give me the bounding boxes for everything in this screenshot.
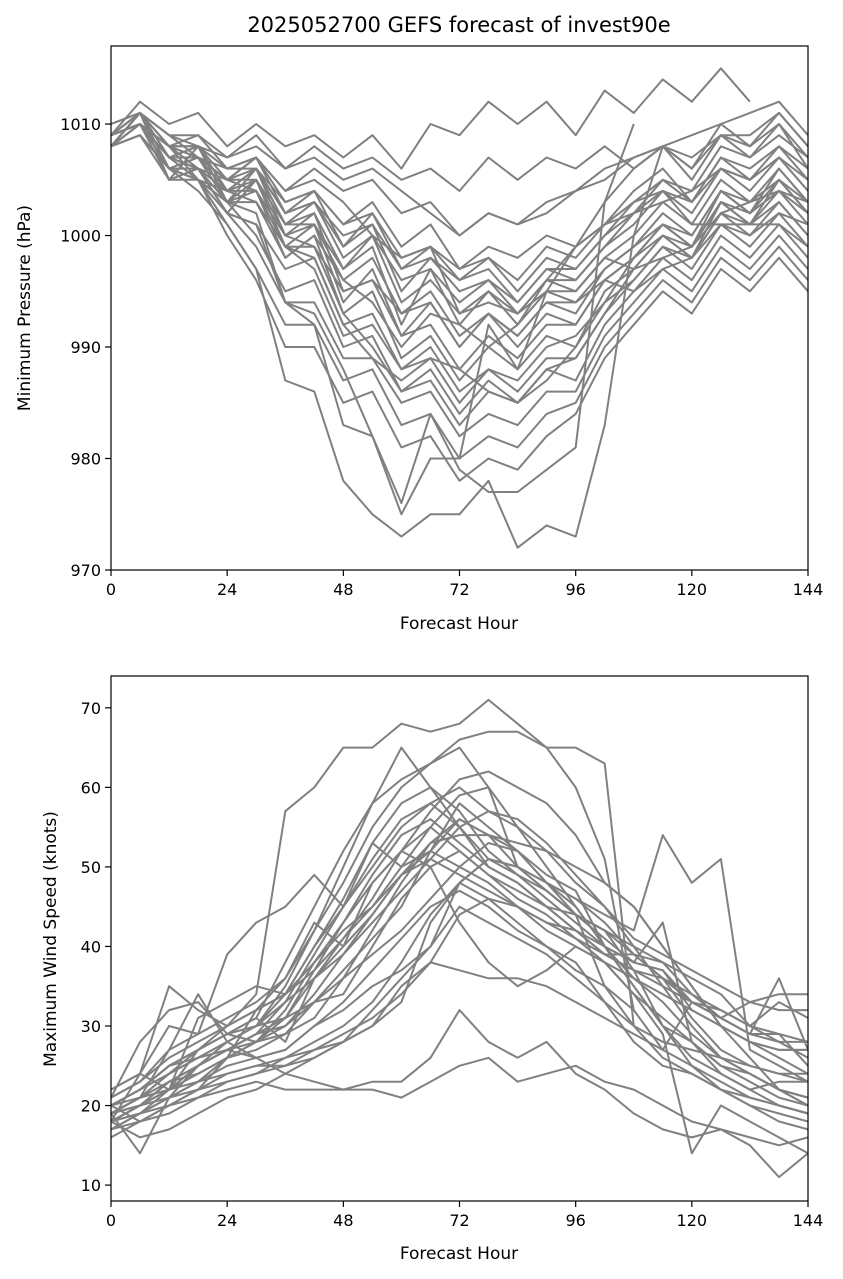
pressure-x-tick-label: 144	[793, 580, 824, 599]
pressure-member-line-14	[110, 123, 809, 482]
wind-member-line-20	[110, 961, 809, 1115]
wind-lines	[110, 698, 809, 1179]
pressure-panel: 2025052700 GEFS forecast of invest90e 0 2…	[15, 13, 823, 634]
pressure-member-line-2	[110, 67, 751, 170]
pressure-x-tick-label: 0	[106, 580, 116, 599]
wind-member-line-30	[110, 889, 808, 1115]
wind-member-line-14	[110, 810, 808, 1107]
pressure-x-tick-label: 24	[217, 580, 237, 599]
wind-member-line-21	[110, 1056, 809, 1147]
wind-member-line-28	[110, 858, 808, 1099]
wind-plot-frame	[110, 675, 809, 1202]
wind-y-tick-label: 70	[81, 699, 101, 718]
pressure-plot-frame	[110, 45, 809, 571]
pressure-member-line-16	[110, 111, 809, 549]
wind-y-tick-label: 50	[81, 858, 101, 877]
wind-member-line-27	[110, 850, 809, 1123]
pressure-y-tick-label: 1000	[60, 227, 101, 246]
pressure-y-tick-label: 980	[70, 450, 101, 469]
pressure-member-line-24	[110, 111, 809, 192]
wind-x-axis-label: Forecast Hour	[400, 1244, 518, 1264]
wind-y-tick-label: 10	[81, 1176, 101, 1195]
wind-member-line-29	[110, 818, 809, 1091]
pressure-x-tick-label: 48	[333, 580, 353, 599]
pressure-axes: 0 24 48 72 96 120 144 970 980 990 1000 1010	[60, 115, 823, 599]
wind-y-axis-label: Maximum Wind Speed (knots)	[41, 811, 61, 1067]
pressure-member-line-29	[110, 134, 809, 404]
pressure-x-tick-label: 120	[677, 580, 708, 599]
chart-title: 2025052700 GEFS forecast of invest90e	[247, 13, 670, 37]
wind-member-line-24	[110, 786, 809, 1123]
pressure-y-tick-label: 990	[70, 338, 101, 357]
pressure-lines	[110, 67, 809, 549]
wind-y-tick-label: 40	[81, 937, 101, 956]
wind-x-tick-label: 24	[217, 1211, 237, 1230]
pressure-member-line-1	[110, 100, 809, 237]
wind-y-tick-label: 30	[81, 1017, 101, 1036]
pressure-x-tick-label: 72	[449, 580, 469, 599]
wind-axes: 0 24 48 72 96 120 144 10 20 30 40 50 60 70	[81, 699, 824, 1230]
wind-x-tick-label: 96	[565, 1211, 585, 1230]
wind-member-line-23	[110, 850, 809, 1099]
pressure-y-tick-label: 1010	[60, 115, 101, 134]
wind-y-tick-label: 60	[81, 778, 101, 797]
wind-x-tick-label: 48	[333, 1211, 353, 1230]
wind-x-tick-label: 72	[449, 1211, 469, 1230]
pressure-x-tick-label: 96	[565, 580, 585, 599]
wind-member-line-11	[110, 858, 809, 1131]
wind-x-tick-label: 144	[793, 1211, 824, 1230]
wind-panel: 0 24 48 72 96 120 144 10 20 30 40 50 60 70 Forecast H…	[41, 675, 824, 1264]
pressure-member-line-30	[110, 111, 809, 304]
wind-x-tick-label: 0	[106, 1211, 116, 1230]
wind-y-tick-label: 20	[81, 1097, 101, 1116]
wind-member-line-18	[110, 905, 808, 1107]
pressure-x-axis-label: Forecast Hour	[400, 614, 518, 634]
pressure-member-line-21	[110, 111, 809, 282]
pressure-y-axis-label: Minimum Pressure (hPa)	[15, 205, 35, 411]
wind-x-tick-label: 120	[677, 1211, 708, 1230]
pressure-y-tick-label: 970	[70, 561, 101, 580]
pressure-member-line-28	[110, 123, 809, 415]
